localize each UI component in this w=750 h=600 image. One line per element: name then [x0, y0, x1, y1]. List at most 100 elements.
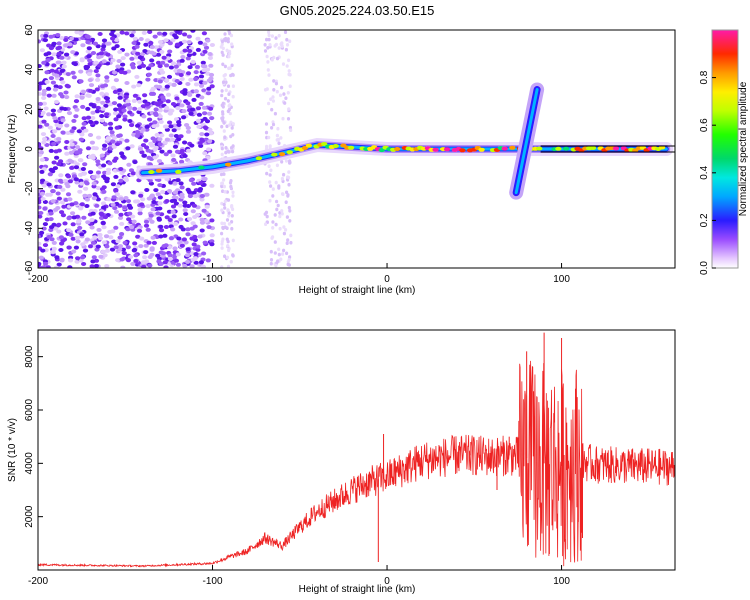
noise-dot — [42, 222, 49, 227]
noise-dot — [209, 239, 215, 244]
noise-dot — [108, 126, 114, 131]
noise-dot — [143, 223, 150, 228]
snr-x-label: Height of straight line (km) — [299, 584, 416, 595]
faint-noise-dot — [226, 99, 230, 103]
noise-dot — [200, 60, 206, 65]
noise-dot — [125, 245, 131, 250]
noise-dot — [209, 242, 215, 247]
noise-dot — [202, 42, 208, 47]
noise-dot — [55, 191, 61, 196]
noise-dot — [118, 197, 124, 201]
faint-noise-dot — [221, 80, 226, 84]
noise-dot — [46, 51, 52, 56]
faint-noise-dot — [277, 247, 281, 252]
noise-dot — [206, 86, 212, 91]
noise-dot — [127, 211, 133, 216]
noise-dot — [151, 240, 157, 245]
noise-dot — [50, 134, 56, 138]
noise-dot — [201, 31, 207, 36]
noise-dot — [186, 34, 192, 39]
noise-dot — [97, 232, 103, 237]
noise-dot — [79, 132, 85, 137]
noise-dot — [81, 215, 87, 220]
noise-dot — [70, 222, 76, 227]
noise-dot — [58, 173, 64, 178]
noise-dot — [56, 222, 62, 227]
noise-dot — [38, 261, 42, 266]
faint-noise-dot — [289, 233, 293, 238]
faint-noise-dot — [267, 33, 271, 38]
noise-dot — [142, 93, 148, 98]
y-tick-label: 6000 — [24, 398, 35, 421]
noise-dot — [48, 167, 54, 172]
noise-dot — [153, 145, 159, 150]
noise-dot — [179, 192, 185, 197]
faint-noise-dot — [263, 43, 267, 47]
faint-noise-dot — [285, 43, 290, 47]
noise-dot — [115, 64, 121, 69]
ridge-hotspot — [225, 162, 232, 167]
noise-dot — [148, 213, 154, 218]
noise-dot — [158, 119, 164, 124]
noise-dot — [182, 32, 188, 37]
noise-dot — [70, 211, 76, 216]
faint-noise-dot — [226, 39, 230, 44]
noise-dot — [101, 189, 107, 194]
faint-noise-dot — [264, 122, 269, 126]
noise-dot — [111, 144, 117, 149]
faint-noise-dot — [275, 207, 279, 212]
noise-dot — [160, 70, 166, 75]
noise-dot — [38, 211, 44, 215]
noise-dot — [130, 261, 136, 266]
faint-noise-dot — [226, 244, 230, 248]
noise-dot — [207, 56, 213, 60]
noise-dot — [165, 99, 171, 104]
noise-dot — [130, 65, 136, 70]
noise-dot — [126, 217, 132, 222]
noise-dot — [134, 55, 140, 60]
faint-noise-dot — [267, 135, 271, 140]
noise-dot — [96, 135, 102, 140]
noise-dot — [189, 251, 195, 256]
noise-dot — [136, 110, 142, 115]
noise-dot — [190, 257, 196, 262]
noise-dot — [208, 131, 214, 136]
faint-noise-dot — [265, 54, 269, 59]
noise-dot — [188, 111, 194, 116]
noise-dot — [121, 108, 127, 113]
noise-dot — [65, 174, 72, 179]
noise-dot — [198, 181, 204, 185]
noise-dot — [157, 137, 163, 142]
noise-dot — [135, 51, 141, 56]
noise-dot — [79, 95, 85, 100]
x-tick-label: 100 — [553, 274, 570, 285]
noise-dot — [65, 131, 71, 135]
noise-dot — [150, 207, 156, 212]
noise-dot — [185, 247, 191, 252]
faint-noise-dot — [230, 42, 234, 46]
noise-dot — [73, 99, 80, 104]
noise-dot — [79, 232, 85, 237]
noise-dot — [43, 33, 49, 38]
noise-dot — [46, 93, 52, 98]
faint-noise-dot — [268, 180, 272, 184]
noise-dot — [44, 143, 50, 147]
noise-dot — [134, 44, 140, 49]
noise-dot — [70, 236, 76, 241]
faint-noise-dot — [226, 149, 230, 154]
noise-dot — [131, 219, 137, 224]
faint-noise-dot — [226, 84, 231, 88]
noise-dot — [208, 106, 214, 111]
noise-dot — [129, 225, 135, 230]
noise-dot — [65, 72, 71, 77]
noise-dot — [199, 138, 205, 143]
noise-dot — [67, 265, 73, 268]
faint-noise-dot — [273, 44, 277, 48]
noise-dot — [207, 139, 213, 144]
faint-noise-dot — [277, 46, 281, 50]
noise-dot — [64, 151, 70, 156]
noise-dot — [115, 258, 121, 263]
noise-dot — [40, 178, 46, 183]
noise-dot — [193, 194, 199, 199]
